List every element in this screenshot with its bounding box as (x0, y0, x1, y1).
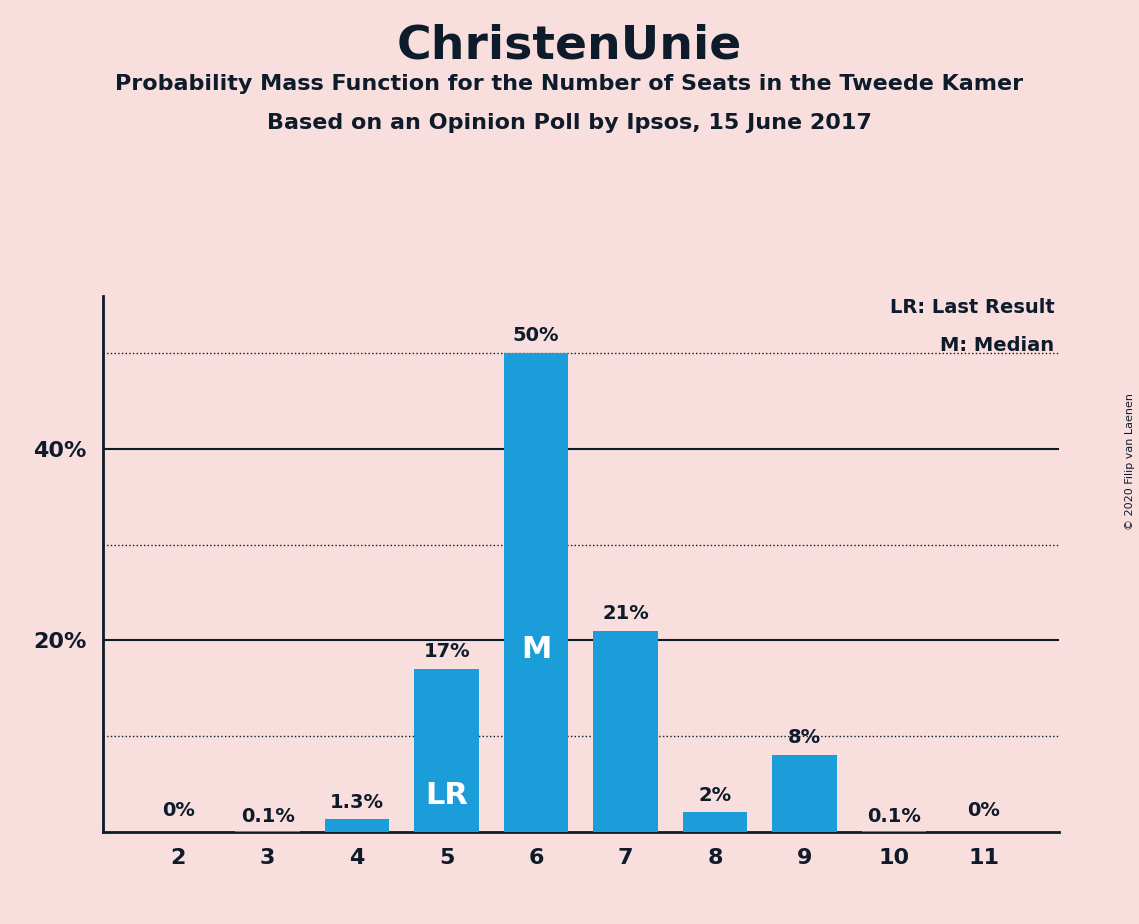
Text: M: Median: M: Median (941, 336, 1055, 355)
Text: 0.1%: 0.1% (867, 807, 921, 826)
Bar (683, 812, 747, 832)
Bar (772, 755, 837, 832)
Text: 8%: 8% (788, 728, 821, 748)
Text: M: M (521, 636, 551, 664)
Text: 0.1%: 0.1% (240, 807, 295, 826)
Text: LR: Last Result: LR: Last Result (890, 298, 1055, 317)
Text: 1.3%: 1.3% (330, 793, 384, 811)
Text: 21%: 21% (603, 604, 649, 623)
Text: 50%: 50% (513, 326, 559, 346)
Text: 0%: 0% (967, 801, 1000, 821)
Text: © 2020 Filip van Laenen: © 2020 Filip van Laenen (1125, 394, 1134, 530)
Bar (415, 669, 478, 832)
Text: Based on an Opinion Poll by Ipsos, 15 June 2017: Based on an Opinion Poll by Ipsos, 15 Ju… (267, 113, 872, 133)
Text: 17%: 17% (424, 642, 470, 662)
Text: 2%: 2% (698, 785, 731, 805)
Bar (503, 353, 568, 832)
Bar (593, 630, 658, 832)
Text: Probability Mass Function for the Number of Seats in the Tweede Kamer: Probability Mass Function for the Number… (115, 74, 1024, 94)
Text: ChristenUnie: ChristenUnie (396, 23, 743, 68)
Text: 0%: 0% (162, 801, 195, 821)
Text: LR: LR (425, 782, 468, 810)
Bar (236, 831, 300, 832)
Bar (325, 820, 390, 832)
Bar (862, 831, 926, 832)
